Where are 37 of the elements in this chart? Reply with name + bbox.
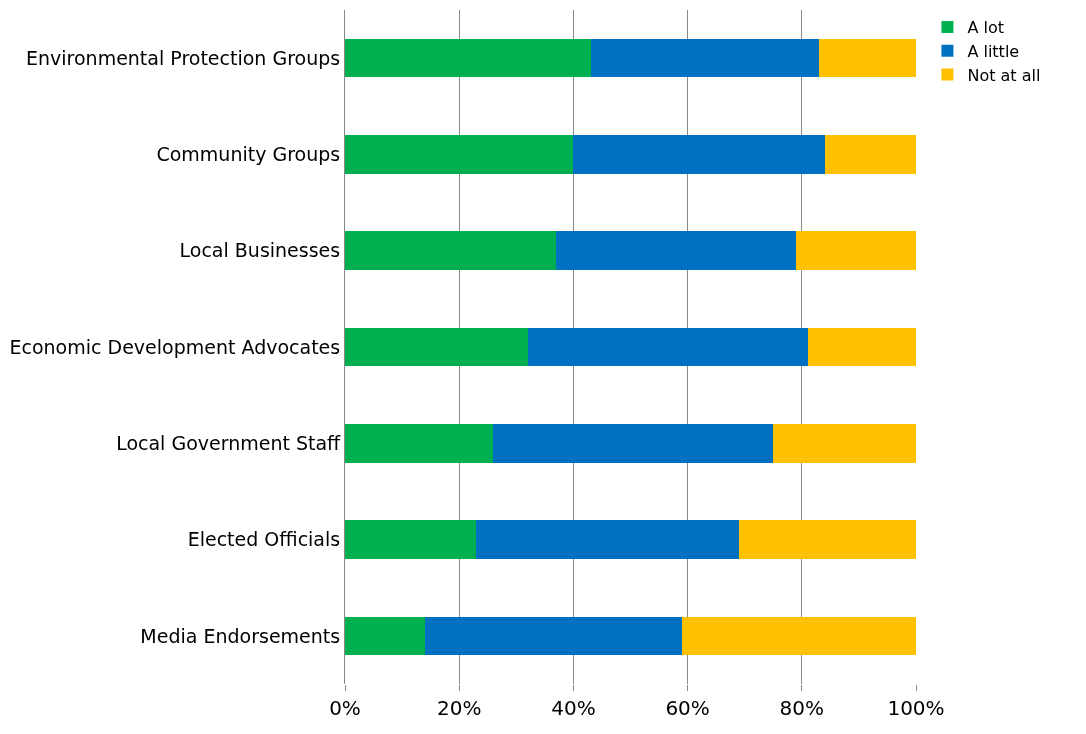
- bar: [556, 231, 797, 270]
- bar: [345, 135, 574, 174]
- y-tick-label: Local Government Staff: [116, 431, 342, 454]
- bar: [345, 38, 591, 78]
- bar: [796, 231, 916, 270]
- y-tick-label: Media Endorsements: [140, 624, 341, 647]
- y-tick-label: Economic Development Advocates: [9, 335, 341, 358]
- bar: [345, 327, 528, 367]
- bar: [345, 231, 557, 270]
- y-tick-label: Environmental Protection Groups: [26, 46, 341, 69]
- bar: [345, 520, 477, 559]
- bar: [527, 327, 808, 367]
- x-tick-label: 40%: [551, 696, 596, 720]
- y-tick-label: Elected Officials: [187, 528, 341, 551]
- bar: [424, 616, 682, 656]
- bar: [681, 616, 916, 656]
- bar: [493, 424, 774, 463]
- x-tick-label: 60%: [665, 696, 710, 720]
- legend-label: A little: [967, 41, 1020, 61]
- legend-label: A lot: [967, 18, 1004, 38]
- x-tick-label: 0%: [329, 696, 361, 720]
- bar: [807, 327, 916, 367]
- legend-label: Not at all: [967, 65, 1041, 85]
- x-tick-label: 100%: [887, 696, 945, 720]
- y-tick-label: Local Businesses: [179, 239, 341, 262]
- bar: [818, 38, 916, 78]
- bar: [476, 520, 739, 559]
- bar: [773, 424, 916, 463]
- bar: [345, 424, 494, 463]
- bar: [590, 38, 819, 78]
- y-tick-label: Community Groups: [156, 143, 341, 166]
- x-tick-label: 80%: [779, 696, 825, 720]
- x-tick-label: 20%: [436, 696, 482, 720]
- bar: [824, 135, 916, 174]
- bar: [573, 135, 825, 174]
- bar: [345, 616, 425, 656]
- bar: [738, 520, 916, 559]
